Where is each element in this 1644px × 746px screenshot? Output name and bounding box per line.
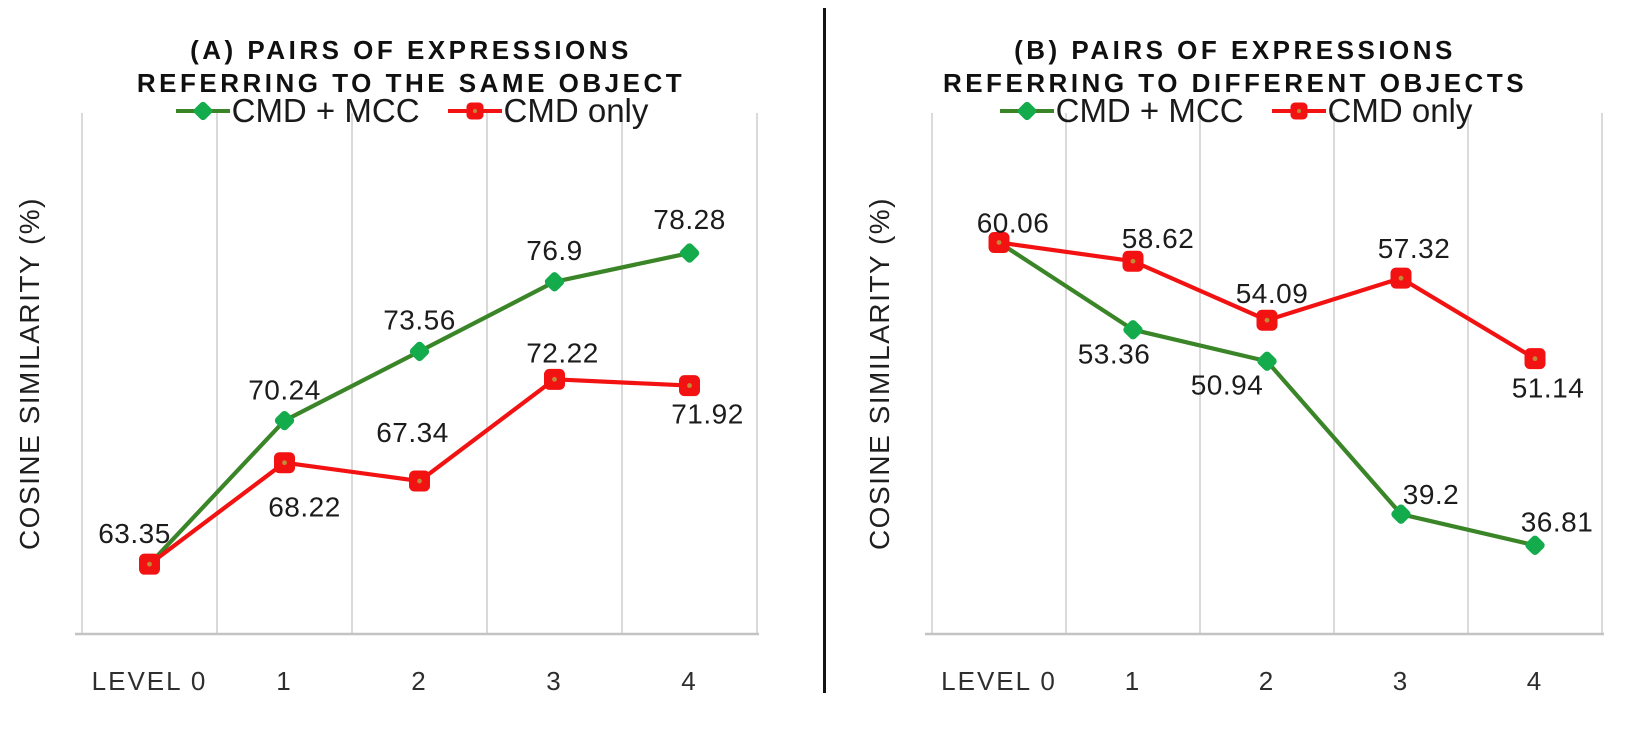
chart-b-title-line1: (B) PAIRS OF EXPRESSIONS [1014,34,1456,65]
legend-label-cmd-mcc: CMD + MCC [1055,92,1244,129]
legend-label-cmd-mcc: CMD + MCC [231,92,420,129]
diamond-marker [679,243,700,263]
square-marker-center-dot [1264,317,1270,323]
legend-item-cmd-only: CMD only [1270,92,1473,130]
chart-a-plot: LEVEL 0 1 2 3 4 70.24 73.56 76.9 78.28 63.35 68.22… [75,113,759,696]
x-tick-label: 3 [1393,666,1409,696]
chart-a-ylabel: COSINE SIMILARITY (%) [14,196,45,551]
data-label: 68.22 [268,492,341,523]
x-tick-label: 3 [546,666,562,696]
diamond-marker [1257,351,1277,371]
line-square-marker-icon [447,102,502,120]
chart-a-title-line2: REFERRING TO THE SAME OBJECT [136,67,686,98]
data-label: 51.14 [1512,373,1585,404]
chart-b-title: (B) PAIRS OF EXPRESSIONS REFERRING TO DI… [826,34,1644,101]
line-diamond-marker-icon [175,101,230,121]
chart-panel-b: (B) PAIRS OF EXPRESSIONS REFERRING TO DI… [826,0,1644,746]
legend-item-cmd-mcc: CMD + MCC [174,92,420,130]
data-label: 67.34 [376,417,449,448]
data-label: 50.94 [1191,369,1264,400]
chart-b-legend: CMD + MCC CMD only [826,92,1644,130]
data-label: 58.62 [1122,223,1195,254]
x-tick-label: LEVEL 0 [941,666,1057,696]
data-label: 54.09 [1236,278,1309,309]
square-marker-center-dot [1532,356,1538,362]
chart-b-ylabel: COSINE SIMILARITY (%) [864,196,895,551]
diamond-marker [409,341,430,362]
legend-item-cmd-mcc: CMD + MCC [998,92,1244,130]
data-label: 63.35 [98,518,171,549]
data-label: 73.56 [383,304,456,335]
legend-label-cmd-only: CMD only [503,92,649,129]
diamond-marker [1391,504,1411,524]
line-diamond-marker-icon [999,101,1054,121]
diamond-marker [1525,535,1545,555]
square-marker-center-dot [687,383,692,388]
x-tick-label: 2 [1259,666,1275,696]
data-label: 70.24 [248,375,321,406]
data-label: 57.32 [1378,233,1451,264]
square-marker-center-dot [282,460,287,466]
square-marker-center-dot [552,376,557,382]
line-square-marker-icon [1271,102,1326,120]
square-marker-center-dot [1130,258,1136,264]
data-label: 39.2 [1403,479,1460,510]
panel-divider [823,8,826,693]
diamond-marker [274,410,295,431]
series-line-diamond [147,250,692,567]
data-label: 53.36 [1078,339,1151,370]
square-marker-center-dot [147,561,152,567]
square-marker-center-dot [1398,275,1404,281]
square-marker-center-dot [417,478,422,484]
data-label: 71.92 [671,399,744,430]
legend-item-cmd-only: CMD only [446,92,649,130]
data-label: 76.9 [526,235,583,266]
data-label: 60.06 [977,207,1050,238]
data-label: 36.81 [1521,506,1594,537]
chart-panel-a: (A) PAIRS OF EXPRESSIONS REFERRING TO TH… [0,34,822,696]
x-tick-label: 1 [1125,666,1141,696]
diamond-marker [544,272,565,292]
data-label: 78.28 [653,204,726,235]
data-label: 72.22 [526,337,599,368]
chart-a-title-line1: (A) PAIRS OF EXPRESSIONS [190,34,632,65]
diamond-marker [1123,320,1143,340]
x-tick-label: LEVEL 0 [92,666,208,696]
chart-b-plot: LEVEL 0 1 2 3 4 53.36 50.94 39.2 36.81 60.06 58.62… [925,113,1604,696]
x-tick-label: 4 [1527,666,1543,696]
x-tick-label: 2 [411,666,427,696]
chart-a-title: (A) PAIRS OF EXPRESSIONS REFERRING TO TH… [0,34,822,101]
x-tick-label: 4 [681,666,697,696]
square-marker-center-dot [996,240,1002,245]
chart-b-title-line2: REFERRING TO DIFFERENT OBJECTS [942,67,1528,98]
legend-label-cmd-only: CMD only [1327,92,1473,129]
x-tick-label: 1 [276,666,292,696]
chart-a-legend: CMD + MCC CMD only [0,92,822,130]
